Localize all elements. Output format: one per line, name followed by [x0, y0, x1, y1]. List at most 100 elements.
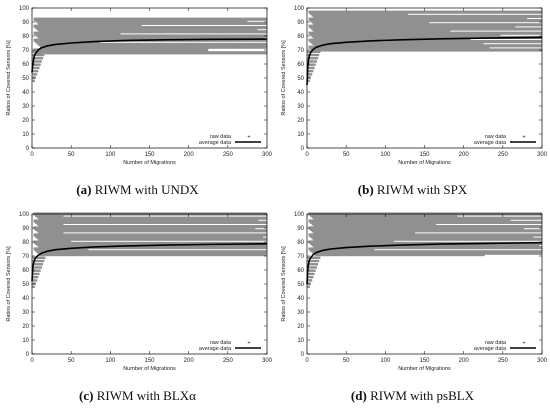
x-tick-label: 150	[419, 152, 430, 158]
raw-data-band	[32, 266, 42, 269]
x-axis-label: Number of Migrations	[398, 160, 451, 166]
caption-text-b: RIWM with SPX	[376, 182, 468, 197]
legend-label-raw: raw data	[210, 134, 232, 140]
x-tick-label: 300	[537, 152, 548, 158]
x-tick-label: 0	[305, 152, 309, 158]
y-tick-label: 10	[297, 132, 304, 138]
raw-data-band	[32, 79, 35, 82]
raw-data-band	[39, 246, 268, 250]
caption-letter-d: (d)	[350, 388, 367, 403]
x-axis-label: Number of Migrations	[398, 366, 451, 372]
raw-data-band	[307, 275, 314, 279]
y-tick-label: 0	[301, 146, 305, 152]
raw-data-band	[32, 263, 44, 266]
raw-data-band	[39, 30, 268, 34]
legend-label-average: average data	[474, 140, 507, 146]
raw-data-band	[307, 73, 313, 76]
raw-data-band	[35, 51, 268, 55]
raw-data-band	[307, 259, 320, 263]
x-tick-label: 100	[380, 152, 391, 158]
raw-data-band	[307, 282, 312, 285]
panel-d: 0 10 20 30 40 50 60 70 80 90 100 0 50 100 150 200 250 300…	[275, 206, 550, 412]
raw-data-band	[308, 31, 542, 35]
legend-label-average: average data	[199, 346, 232, 352]
x-tick-label: 250	[498, 152, 509, 158]
raw-data-band	[307, 272, 315, 276]
chart-a: 0 10 20 30 40 50 60 70 80 90 100 0 50 100 150 200 250 300…	[6, 6, 273, 166]
caption-letter-a: (a)	[76, 182, 92, 197]
y-tick-label: 30	[22, 310, 29, 316]
x-tick-label: 250	[223, 358, 234, 364]
legend: raw data + average data	[474, 340, 536, 352]
raw-data-band	[307, 285, 310, 288]
panel-a: 0 10 20 30 40 50 60 70 80 90 100 0 50 100 150 200 250 300…	[0, 0, 275, 206]
raw-data-band	[311, 20, 430, 24]
raw-data-band	[32, 53, 45, 57]
x-tick-label: 300	[262, 152, 273, 158]
raw-data-band	[307, 263, 319, 266]
y-tick-label: 90	[297, 226, 304, 232]
x-tick-label: 50	[68, 358, 75, 364]
chart-b: 0 10 20 30 40 50 60 70 80 90 100 0 50 100 150 200 250 300…	[281, 6, 548, 166]
legend-label-raw: raw data	[210, 340, 232, 346]
raw-data-band	[32, 66, 40, 70]
raw-data-series	[32, 212, 268, 288]
legend-swatch-raw: +	[522, 135, 525, 141]
raw-data-band	[38, 42, 268, 46]
y-tick-label: 90	[22, 20, 29, 26]
x-tick-label: 50	[343, 152, 350, 158]
y-tick-label: 90	[297, 20, 304, 26]
raw-data-band	[314, 218, 511, 222]
legend-label-average: average data	[199, 140, 232, 146]
raw-data-band	[307, 269, 316, 272]
raw-data-band	[32, 279, 38, 282]
raw-data-band	[310, 220, 542, 224]
raw-data-band	[307, 53, 320, 57]
y-tick-label: 60	[297, 62, 304, 68]
x-tick-label: 0	[30, 152, 34, 158]
x-tick-label: 150	[419, 358, 430, 364]
raw-data-band	[307, 79, 310, 82]
raw-data-band	[311, 48, 542, 52]
y-tick-label: 90	[22, 226, 29, 232]
y-tick-label: 40	[22, 296, 29, 302]
raw-data-band	[308, 45, 490, 49]
y-tick-label: 0	[301, 352, 305, 358]
caption-text-a: RIWM with UNDX	[94, 182, 199, 197]
raw-data-band	[307, 266, 317, 269]
legend-label-average: average data	[474, 346, 507, 352]
caption-a: (a) RIWM with UNDX	[0, 182, 275, 198]
raw-data-band	[39, 45, 268, 49]
legend-swatch-raw: +	[247, 341, 250, 347]
caption-d: (d) RIWM with psBLX	[275, 388, 550, 404]
x-tick-label: 100	[105, 358, 116, 364]
average-data-line	[306, 36, 543, 86]
x-tick-label: 50	[68, 152, 75, 158]
y-tick-label: 10	[297, 338, 304, 344]
raw-data-band	[32, 73, 38, 76]
y-tick-label: 10	[22, 132, 29, 138]
x-tick-label: 50	[343, 358, 350, 364]
raw-data-band	[32, 285, 35, 288]
x-tick-label: 0	[30, 358, 34, 364]
y-tick-label: 80	[297, 240, 304, 246]
caption-text-c: RIWM with BLXα	[96, 388, 196, 403]
y-tick-label: 0	[26, 352, 30, 358]
raw-data-band	[32, 76, 37, 79]
legend-label-raw: raw data	[485, 134, 507, 140]
raw-data-series	[32, 17, 268, 82]
y-tick-label: 40	[297, 296, 304, 302]
y-tick-label: 30	[22, 104, 29, 110]
x-tick-label: 200	[459, 152, 470, 158]
raw-data-band	[32, 69, 39, 73]
x-tick-label: 150	[144, 152, 155, 158]
raw-data-band	[32, 50, 46, 54]
raw-data-band	[32, 57, 44, 60]
y-tick-label: 70	[22, 48, 29, 54]
y-tick-label: 60	[297, 268, 304, 274]
y-tick-label: 40	[297, 90, 304, 96]
y-axis-label: Ratios of Covered Sensors [%]	[6, 40, 12, 116]
legend: raw data + average data	[199, 134, 261, 146]
x-tick-label: 200	[184, 358, 195, 364]
raw-data-band	[307, 69, 314, 73]
